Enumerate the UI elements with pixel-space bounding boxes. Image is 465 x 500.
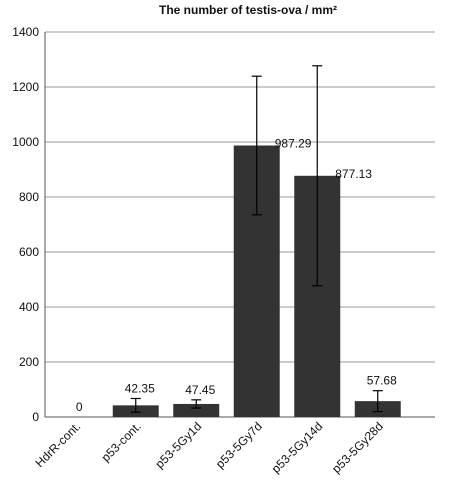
- y-tick-label: 1000: [12, 135, 39, 149]
- y-tick-label: 0: [32, 410, 39, 424]
- y-tick-label: 1400: [12, 25, 39, 39]
- y-tick-label: 400: [19, 300, 39, 314]
- x-tick-label: p53-5Gy14d: [269, 419, 326, 476]
- chart-title: The number of testis-ova / mm²: [159, 3, 337, 17]
- x-tick-label: HdrR-cont.: [32, 419, 83, 470]
- y-tick-label: 200: [19, 355, 39, 369]
- data-label: 0: [76, 400, 83, 414]
- x-tick-label: p53-cont.: [99, 419, 144, 464]
- data-label: 877.13: [335, 167, 372, 181]
- y-tick-label: 1200: [12, 80, 39, 94]
- bar: [173, 403, 220, 417]
- data-label: 987.29: [275, 136, 312, 150]
- x-tick-label: p53-5Gy1d: [152, 419, 204, 471]
- x-tick-label: p53-5Gy7d: [213, 419, 265, 471]
- data-label: 57.68: [367, 374, 397, 388]
- data-label: 42.35: [125, 381, 155, 395]
- data-label: 47.45: [185, 383, 215, 397]
- x-tick-label: p53-5Gy28d: [329, 419, 386, 476]
- y-tick-label: 800: [19, 190, 39, 204]
- y-tick-label: 600: [19, 245, 39, 259]
